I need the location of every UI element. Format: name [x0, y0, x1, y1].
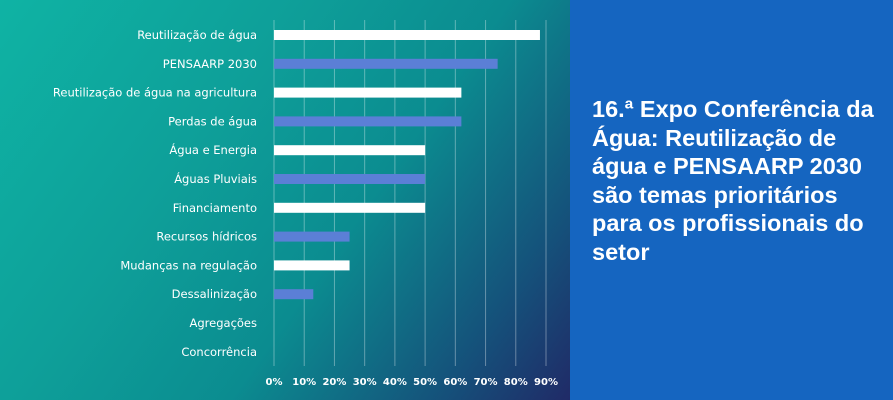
- x-tick-label: 70%: [474, 377, 498, 388]
- x-tick-label: 80%: [504, 377, 528, 388]
- category-label: Financiamento: [173, 201, 257, 215]
- headline: 16.ª Expo Conferência da Água: Reutiliza…: [592, 96, 874, 265]
- bar: [274, 116, 462, 127]
- chart-panel: 0% 10% 20% 30% 40% 50% 60% 70% 80% 90% Reutilizaçã…: [0, 0, 570, 400]
- category-label: Reutilização de água na agricultura: [53, 86, 257, 100]
- bar: [274, 260, 350, 271]
- category-label: Concorrência: [181, 345, 257, 359]
- x-tick-label: 50%: [413, 377, 437, 388]
- x-tick-label: 10%: [292, 377, 316, 388]
- side-panel: 16.ª Expo Conferência da Água: Reutiliza…: [570, 0, 893, 400]
- x-tick-label: 90%: [534, 377, 558, 388]
- bar: [274, 145, 426, 156]
- x-tick-label: 60%: [443, 377, 467, 388]
- bar: [274, 58, 498, 69]
- bar: [274, 289, 314, 300]
- category-label: Reutilização de água: [137, 28, 257, 42]
- x-tick-label: 30%: [353, 377, 377, 388]
- category-label: Dessalinização: [172, 287, 257, 301]
- bar-chart: 0% 10% 20% 30% 40% 50% 60% 70% 80% 90% Reutilizaçã…: [53, 28, 558, 388]
- category-label: Mudanças na regulação: [120, 258, 257, 272]
- bar: [274, 87, 462, 98]
- category-label: Agregações: [190, 316, 258, 330]
- category-label: Recursos hídricos: [156, 230, 257, 244]
- bar: [274, 231, 350, 242]
- x-tick-label: 40%: [383, 377, 407, 388]
- x-tick-label: 0%: [266, 377, 283, 388]
- category-label: Água e Energia: [169, 142, 257, 157]
- category-label: PENSAARP 2030: [163, 57, 257, 71]
- x-tick-label: 20%: [322, 377, 346, 388]
- bar: [274, 174, 426, 184]
- category-label: Águas Pluviais: [174, 171, 257, 186]
- bar: [274, 30, 540, 40]
- bar: [274, 202, 426, 213]
- category-label: Perdas de água: [168, 114, 257, 128]
